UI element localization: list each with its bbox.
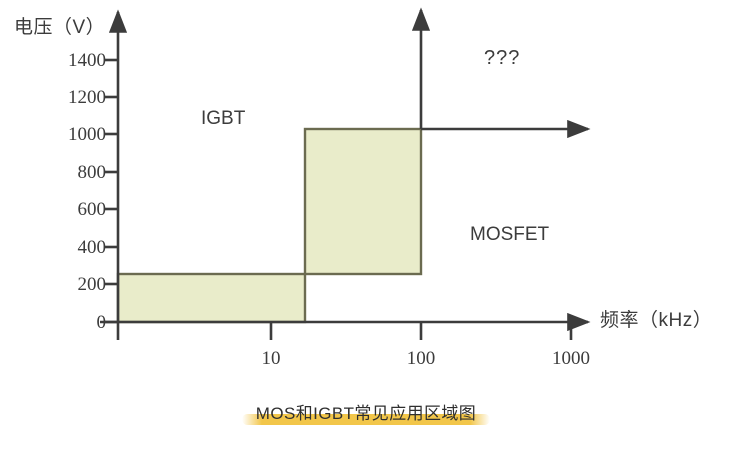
y-axis-title: 电压（V） (14, 17, 106, 38)
y-tick-label: 400 (77, 237, 107, 258)
caption-label: MOS和IGBT常见应用区域图 (255, 404, 477, 423)
caption-container: MOS和IGBT常见应用区域图 (0, 398, 732, 426)
x-axis-ticks (269, 322, 573, 340)
y-tick-label: 200 (77, 274, 107, 295)
x-tick-1000: 1000 (552, 348, 590, 369)
x-tick-100: 100 (406, 348, 436, 369)
y-tick-label: 1400 (68, 50, 106, 71)
x-axis-title: 频率（kHz） (600, 310, 713, 331)
annotation-unknown: ??? (484, 47, 521, 69)
chart-caption: MOS和IGBT常见应用区域图 (241, 398, 491, 426)
annotation-igbt: IGBT (201, 108, 246, 129)
region-igbt-low-frequency-band (116, 272, 307, 324)
y-tick-label: 600 (77, 199, 107, 220)
y-axis-ticks (104, 58, 119, 324)
annotation-mosfet: MOSFET (470, 224, 550, 245)
y-tick-label: 1200 (68, 87, 106, 108)
y-tick-label: 800 (77, 162, 107, 183)
x-tick-10: 10 (261, 348, 281, 369)
y-tick-label: 0 (96, 312, 107, 333)
region-igbt-mid-frequency-block (303, 127, 423, 276)
y-tick-label: 1000 (68, 124, 106, 145)
